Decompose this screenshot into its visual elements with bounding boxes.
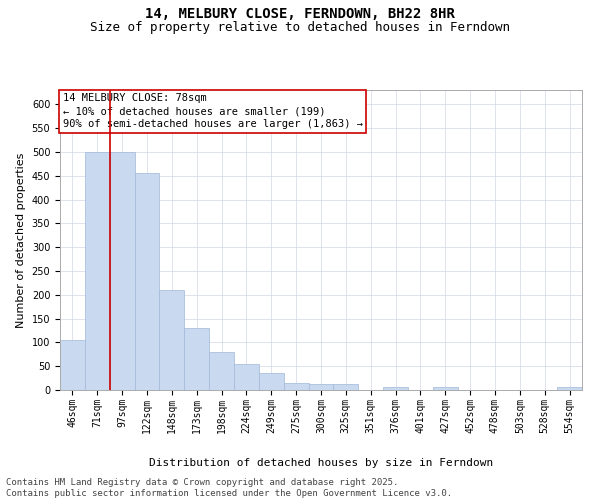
Text: 14, MELBURY CLOSE, FERNDOWN, BH22 8HR: 14, MELBURY CLOSE, FERNDOWN, BH22 8HR [145,8,455,22]
Bar [184,328,209,390]
Text: Size of property relative to detached houses in Ferndown: Size of property relative to detached ho… [90,21,510,34]
Bar [284,383,308,390]
Text: Contains HM Land Registry data © Crown copyright and database right 2025.
Contai: Contains HM Land Registry data © Crown c… [6,478,452,498]
Bar [160,290,184,390]
Text: Distribution of detached houses by size in Ferndown: Distribution of detached houses by size … [149,458,493,468]
Bar [209,352,234,390]
Bar [134,174,160,390]
Bar [60,340,85,390]
Bar [433,386,458,390]
Text: 14 MELBURY CLOSE: 78sqm
← 10% of detached houses are smaller (199)
90% of semi-d: 14 MELBURY CLOSE: 78sqm ← 10% of detache… [62,93,362,130]
Bar [383,386,408,390]
Bar [557,386,582,390]
Y-axis label: Number of detached properties: Number of detached properties [16,152,26,328]
Bar [308,384,334,390]
Bar [85,152,110,390]
Bar [234,364,259,390]
Bar [110,152,134,390]
Bar [334,384,358,390]
Bar [259,374,284,390]
